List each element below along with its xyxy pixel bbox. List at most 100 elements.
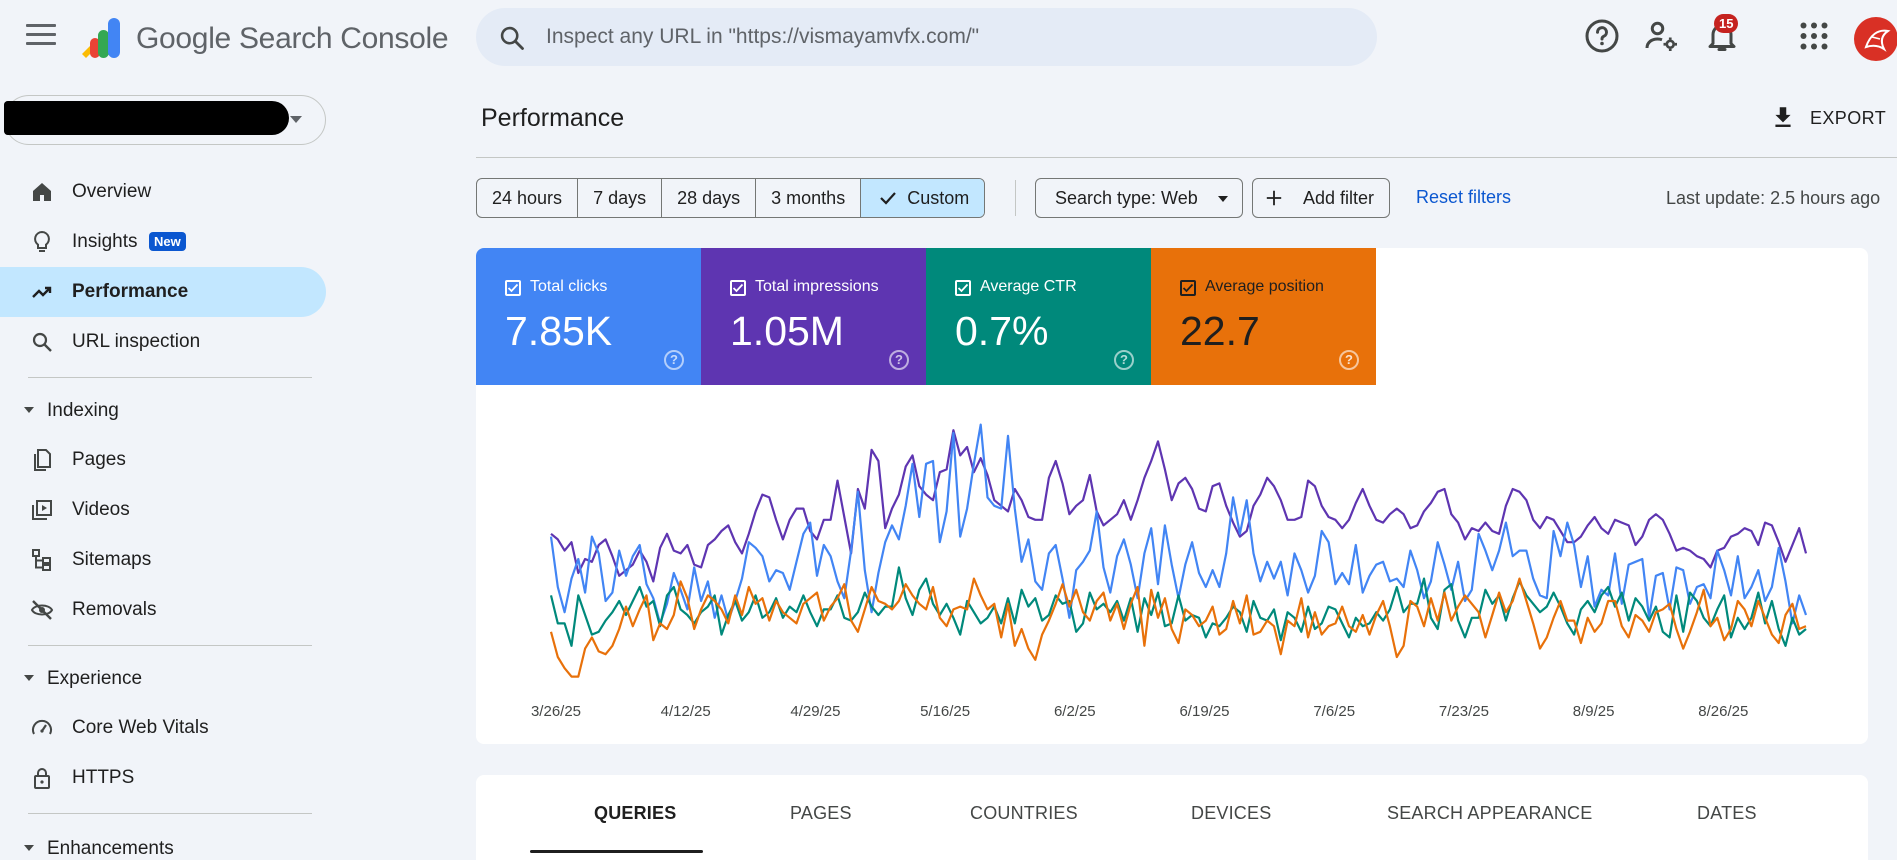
x-tick-label: 4/12/25 — [661, 703, 711, 720]
trending-up-icon — [32, 286, 52, 298]
sidebar-item-insights[interactable]: Insights New — [0, 217, 326, 267]
metric-checkbox[interactable] — [1180, 280, 1196, 296]
date-range-7-days[interactable]: 7 days — [578, 179, 663, 217]
search-type-dropdown[interactable]: Search type: Web — [1035, 178, 1243, 218]
sidebar-item-pages[interactable]: Pages — [0, 435, 326, 485]
sidebar-item-removals[interactable]: Removals — [0, 585, 326, 635]
sidebar-item-label: Sitemaps — [72, 549, 152, 570]
avatar-logo-icon — [1864, 29, 1891, 52]
sidebar-item-label: Pages — [72, 449, 126, 470]
filter-separator — [1015, 180, 1016, 216]
sidebar-section-label: Enhancements — [47, 838, 174, 859]
sidebar-item-core-web-vitals[interactable]: Core Web Vitals — [0, 703, 326, 753]
help-icon[interactable]: ? — [664, 350, 684, 370]
sidebar-divider — [28, 645, 312, 646]
tab-queries[interactable]: QUERIES — [594, 803, 677, 823]
visibility-off-icon — [30, 600, 54, 620]
help-icon[interactable] — [1584, 18, 1620, 54]
apps-grid-icon[interactable] — [1796, 18, 1832, 54]
sidebar-item-label: Videos — [72, 499, 130, 520]
tab-dates[interactable]: DATES — [1697, 803, 1757, 823]
x-tick-label: 7/6/25 — [1313, 703, 1355, 720]
x-tick-label: 6/2/25 — [1054, 703, 1096, 720]
metric-card-total-impressions[interactable]: Total impressions 1.05M ? — [701, 248, 926, 385]
performance-line-chart[interactable]: 3/26/25 4/12/25 4/29/25 5/16/25 6/2/25 6/19/2… — [476, 385, 1868, 744]
sidebar-section-indexing[interactable]: Indexing — [0, 390, 326, 430]
metric-checkbox[interactable] — [955, 280, 971, 296]
sidebar-item-https[interactable]: HTTPS — [0, 753, 326, 803]
series-line-total-clicks[interactable] — [549, 423, 1808, 625]
metric-checkbox[interactable] — [505, 280, 521, 296]
search-icon[interactable] — [498, 24, 526, 52]
x-tick-label: 6/19/25 — [1179, 703, 1229, 720]
help-icon[interactable]: ? — [1114, 350, 1134, 370]
tab-pages[interactable]: PAGES — [790, 803, 852, 823]
performance-chart-card: Total clicks 7.85K ? Total impressions 1… — [476, 248, 1868, 744]
series-line-average-position[interactable] — [549, 577, 1807, 678]
metric-label: Total clicks — [530, 278, 608, 295]
url-inspect-input[interactable] — [546, 22, 1346, 52]
sidebar-item-overview[interactable]: Overview — [0, 167, 326, 217]
speedometer-icon — [32, 719, 52, 735]
lock-icon — [34, 768, 50, 789]
manage-users-icon[interactable] — [1644, 18, 1680, 54]
metric-card-average-ctr[interactable]: Average CTR 0.7% ? — [926, 248, 1151, 385]
main-menu-button[interactable] — [26, 24, 56, 50]
metric-card-total-clicks[interactable]: Total clicks 7.85K ? — [476, 248, 701, 385]
account-avatar[interactable] — [1854, 17, 1897, 61]
sidebar-item-sitemaps[interactable]: Sitemaps — [0, 535, 326, 585]
series-line-average-ctr[interactable] — [549, 566, 1807, 647]
tab-countries[interactable]: COUNTRIES — [970, 803, 1078, 823]
x-tick-label: 7/23/25 — [1439, 703, 1489, 720]
metric-value: 7.85K — [505, 308, 613, 354]
x-tick-label: 3/26/25 — [531, 703, 581, 720]
collapse-caret-icon — [24, 845, 34, 851]
date-range-custom-label: Custom — [907, 188, 970, 208]
notifications-count-badge: 15 — [1714, 14, 1739, 33]
sidebar-section-experience[interactable]: Experience — [0, 658, 326, 698]
sidebar-item-label: HTTPS — [72, 767, 135, 788]
search-console-logo-icon — [82, 18, 120, 58]
date-range-3-months[interactable]: 3 months — [756, 179, 862, 217]
sidebar-item-label: Core Web Vitals — [72, 717, 209, 738]
help-icon[interactable]: ? — [1339, 350, 1359, 370]
metric-label: Average position — [1205, 278, 1324, 295]
date-range-24-hours[interactable]: 24 hours — [477, 179, 579, 217]
pages-icon — [34, 449, 51, 471]
sidebar-divider — [28, 813, 312, 814]
sidebar-item-label: Insights — [72, 231, 138, 252]
sidebar-item-videos[interactable]: Videos — [0, 485, 326, 535]
sidebar-item-performance[interactable]: Performance — [0, 267, 326, 317]
tab-devices[interactable]: DEVICES — [1191, 803, 1272, 823]
url-inspect-search — [476, 8, 1377, 66]
sidebar-section-enhancements[interactable]: Enhancements — [0, 828, 326, 860]
date-range-custom[interactable]: Custom — [861, 179, 985, 217]
date-range-28-days[interactable]: 28 days — [662, 179, 757, 217]
metric-label: Total impressions — [755, 278, 879, 295]
export-button[interactable]: EXPORT — [1770, 100, 1890, 136]
sidebar-section-label: Indexing — [47, 400, 119, 421]
sidebar-item-url-inspection[interactable]: URL inspection — [0, 317, 326, 367]
sidebar-item-label: Overview — [72, 181, 152, 202]
collapse-caret-icon — [24, 407, 34, 413]
tab-search-appearance[interactable]: SEARCH APPEARANCE — [1387, 803, 1593, 823]
metric-value: 1.05M — [730, 308, 844, 354]
check-icon — [880, 192, 897, 205]
help-icon[interactable]: ? — [889, 350, 909, 370]
top-bar: Google Search Console 15 — [0, 0, 1897, 74]
metric-card-average-position[interactable]: Average position 22.7 ? — [1151, 248, 1376, 385]
sidebar-item-label: Performance — [72, 281, 189, 302]
metric-value: 22.7 — [1180, 308, 1260, 354]
new-badge: New — [149, 232, 186, 251]
x-tick-label: 8/9/25 — [1573, 703, 1615, 720]
reset-filters-link[interactable]: Reset filters — [1416, 187, 1512, 207]
dropdown-caret-icon — [1218, 196, 1228, 202]
lightbulb-icon — [34, 230, 50, 252]
active-tab-indicator — [530, 850, 703, 853]
series-line-total-impressions[interactable] — [550, 429, 1808, 583]
metric-checkbox[interactable] — [730, 280, 746, 296]
add-filter-button[interactable]: Add filter — [1252, 178, 1390, 218]
menu-icon-bar — [26, 42, 56, 45]
search-icon — [32, 332, 52, 352]
app-brand[interactable]: Google Search Console — [136, 22, 449, 55]
